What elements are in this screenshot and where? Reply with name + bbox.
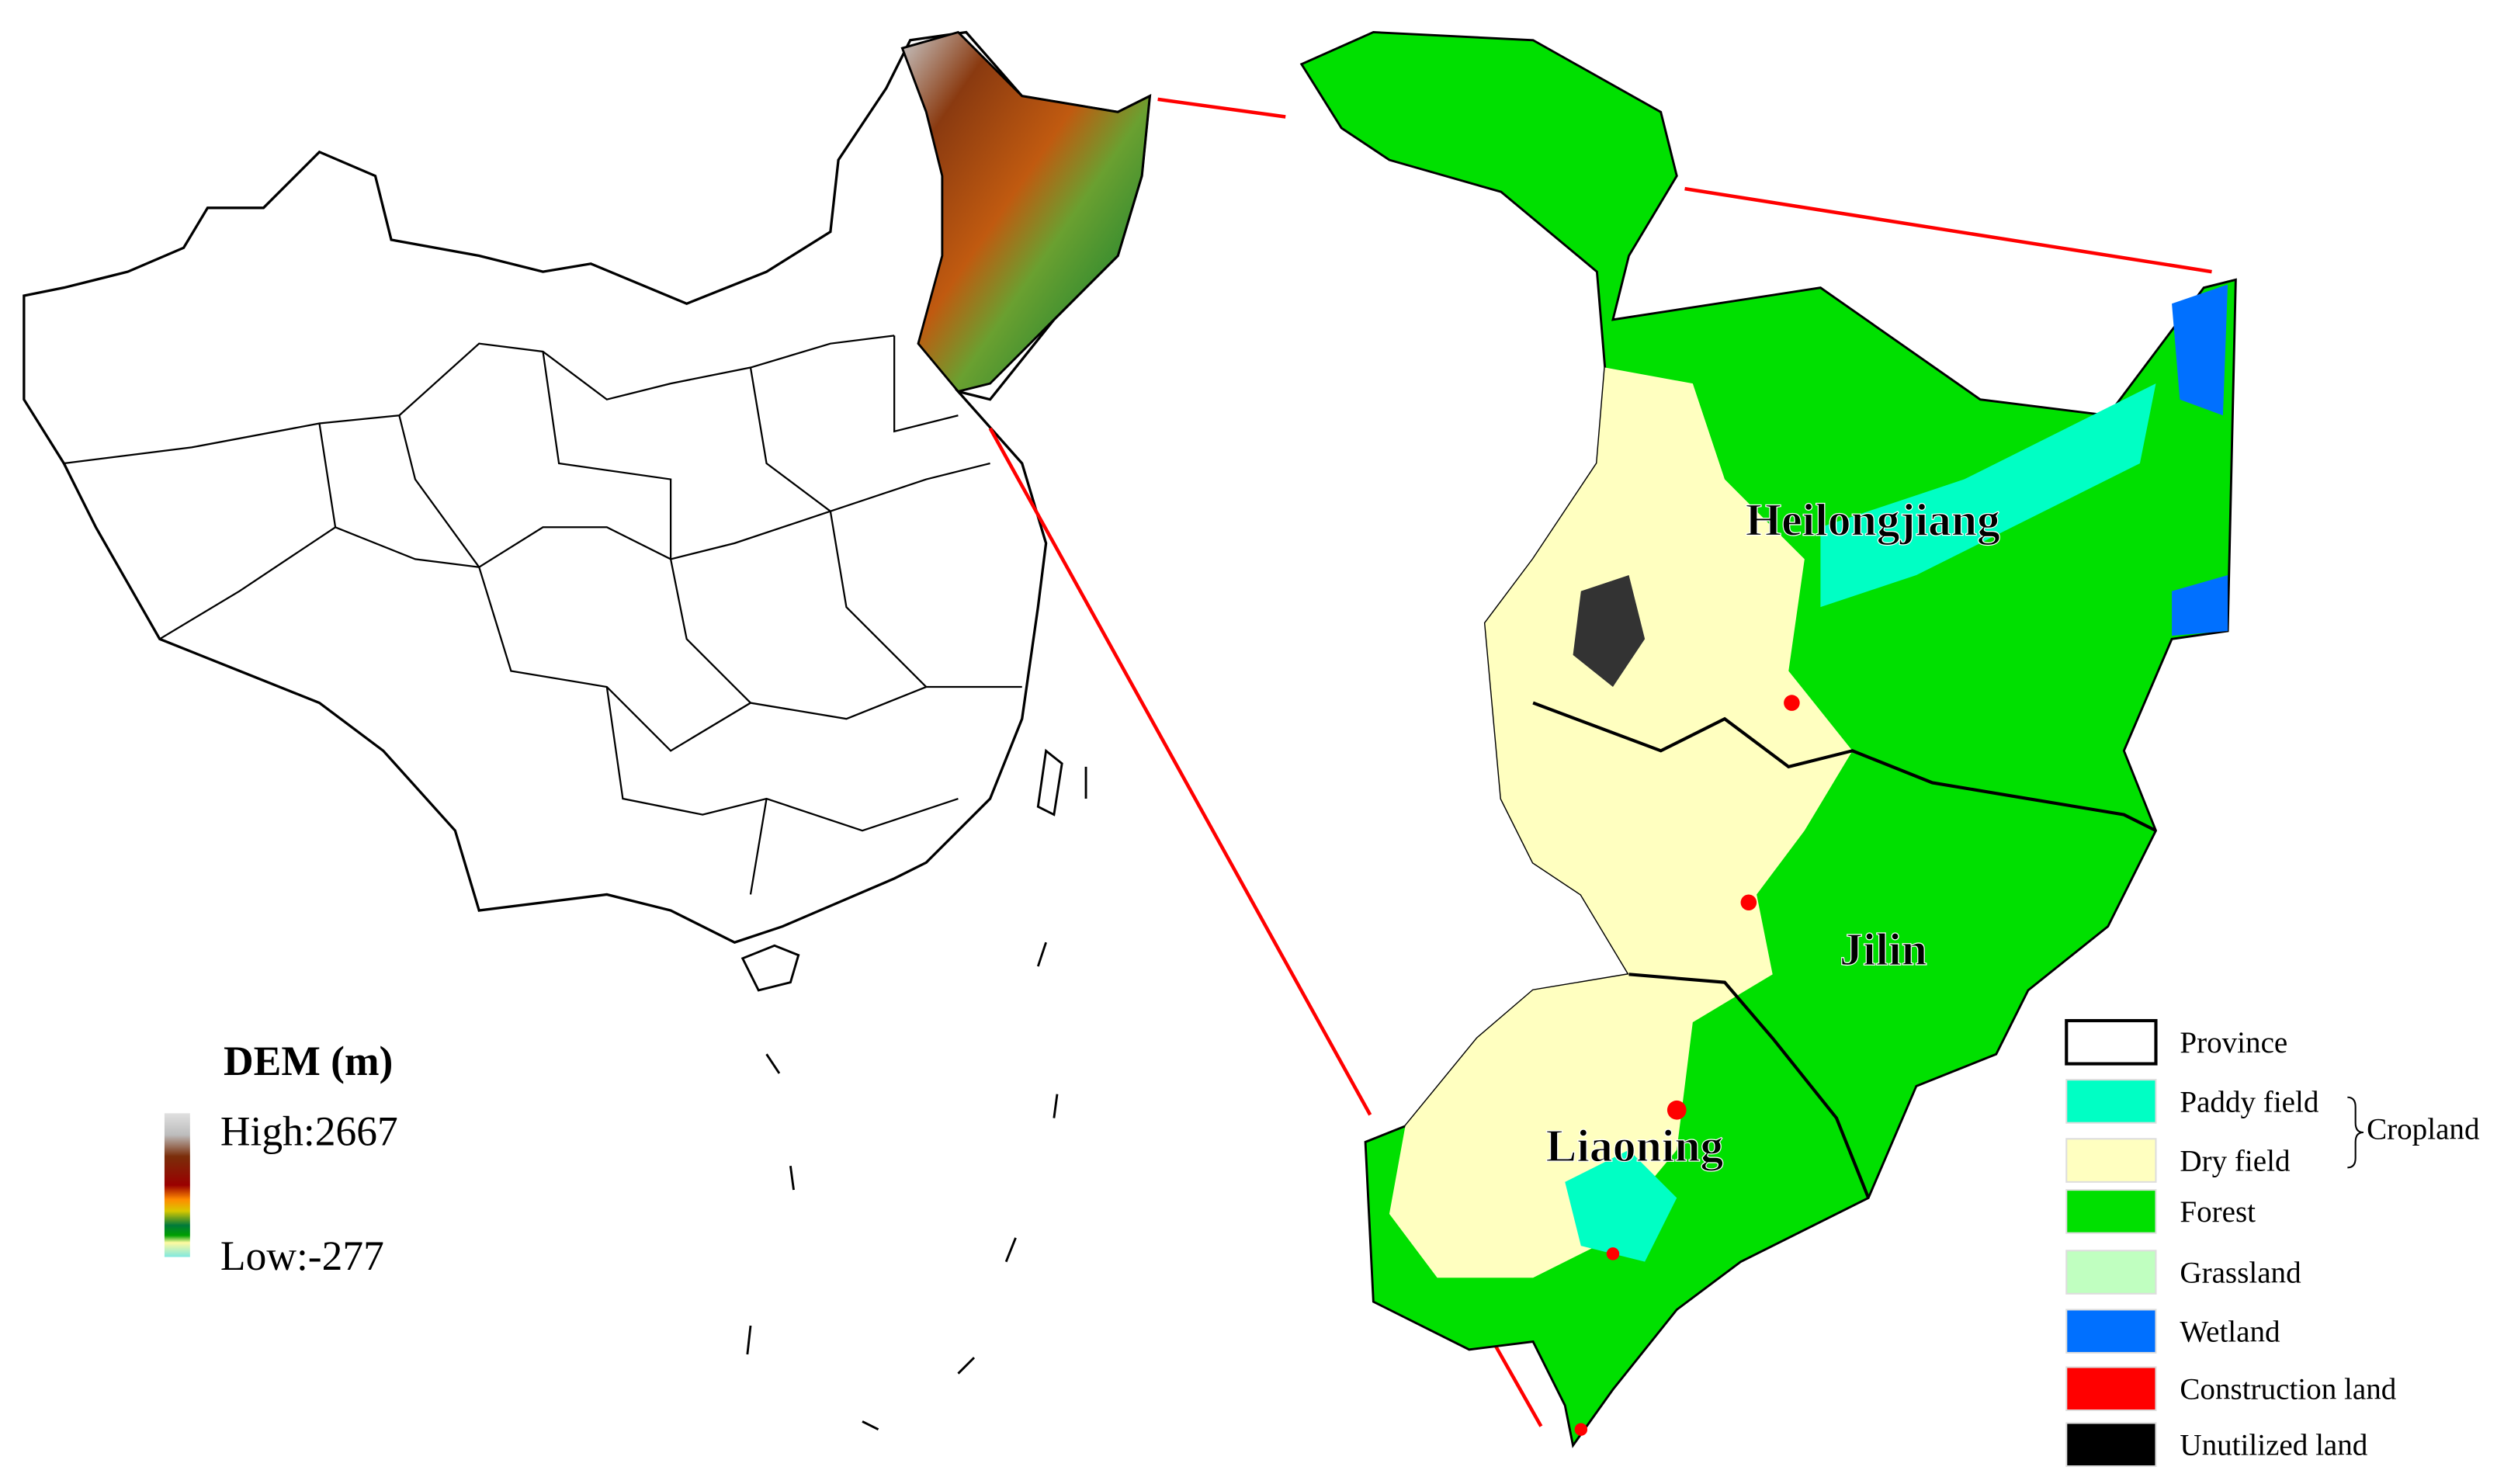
- landuse-paddy-field: [1820, 383, 2156, 608]
- legend-label: Province: [2180, 1026, 2287, 1059]
- dem-low-label: Low:-277: [220, 1233, 384, 1279]
- dem-color-ramp: [164, 1113, 190, 1257]
- legend-label: Unutilized land: [2180, 1429, 2367, 1462]
- northeast-dem-region: [900, 30, 1152, 394]
- northeast-landuse-map: Heilongjiang Jilin Liaoning: [1299, 31, 2237, 1448]
- legend-item: Grassland: [2065, 1250, 2301, 1295]
- landuse-dry-field: [1389, 367, 1853, 1278]
- landuse-paddy-field-south: [1565, 1149, 1677, 1262]
- legend-label: Forest: [2180, 1195, 2256, 1229]
- landuse-wetland-e: [2172, 575, 2228, 636]
- legend-item: Dry field: [2065, 1138, 2291, 1183]
- landuse-unutilized-west: [1573, 575, 1646, 688]
- legend-label: Dry field: [2180, 1144, 2291, 1177]
- province-boundaries-ne: [1532, 701, 2157, 1199]
- legend-item: Forest: [2065, 1189, 2256, 1234]
- landuse-wetland-ne: [2172, 284, 2228, 416]
- legend-label: Construction land: [2180, 1373, 2396, 1406]
- dem-legend: DEM (m) High:2667 Low:-277: [164, 1038, 398, 1279]
- legend-swatch: [2065, 1422, 2157, 1468]
- legend-swatch: [2065, 1018, 2158, 1066]
- legend-swatch: [2065, 1189, 2157, 1234]
- dem-high-label: High:2667: [220, 1108, 398, 1154]
- legend-swatch: [2065, 1250, 2157, 1295]
- landuse-construction-spots: [1574, 695, 1800, 1436]
- legend-label: Wetland: [2180, 1316, 2280, 1349]
- label-jilin: Jilin: [1840, 924, 1927, 975]
- internal-province-boundaries: [64, 335, 1022, 895]
- legend-swatch: [2065, 1079, 2157, 1124]
- label-liaoning: Liaoning: [1546, 1120, 1724, 1171]
- south-china-sea-dashes: [746, 766, 1087, 1430]
- china-map: [23, 30, 1152, 1430]
- legend-label: Grassland: [2180, 1256, 2301, 1289]
- zoom-connector-lines: [988, 97, 2212, 1427]
- legend-item: Construction land: [2065, 1366, 2397, 1412]
- label-heilongjiang: Heilongjiang: [1746, 494, 2000, 546]
- hainan-island: [740, 944, 800, 992]
- legend-item: Paddy field: [2065, 1079, 2319, 1124]
- legend-item: Wetland: [2065, 1309, 2280, 1354]
- legend-item: Unutilized land: [2065, 1422, 2368, 1468]
- cropland-group-label: Cropland: [2367, 1112, 2480, 1146]
- legend-swatch: [2065, 1309, 2157, 1354]
- landuse-legend: Province Paddy field Dry field Forest Grassl…: [2065, 1018, 2397, 1468]
- legend-label: Paddy field: [2180, 1085, 2319, 1118]
- cropland-brace: [2347, 1096, 2364, 1169]
- legend-item: Province: [2065, 1018, 2287, 1066]
- dem-legend-title: DEM (m): [224, 1038, 393, 1084]
- legend-swatch: [2065, 1138, 2157, 1183]
- taiwan-island: [1036, 748, 1063, 817]
- legend-swatch: [2065, 1366, 2157, 1412]
